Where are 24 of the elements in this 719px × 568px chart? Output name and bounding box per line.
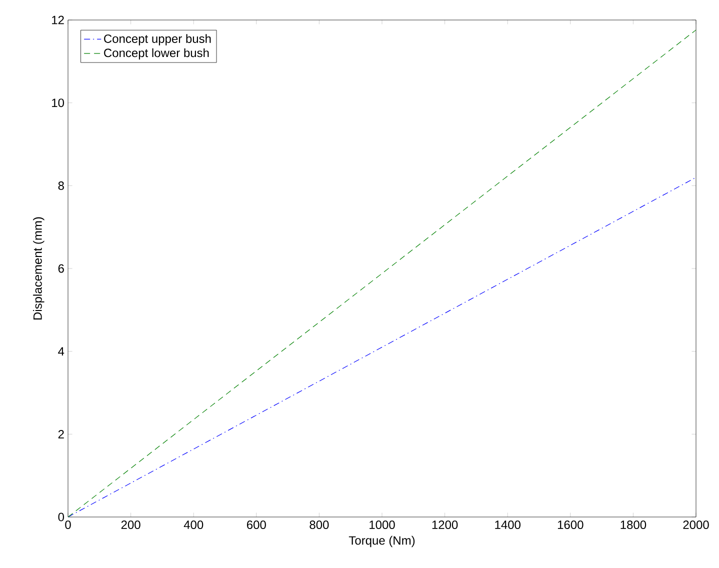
- legend-label: Concept lower bush: [104, 48, 209, 60]
- x-tick-label: 200: [121, 520, 140, 530]
- y-tick-label: 4: [58, 347, 64, 356]
- x-tick-label: 1800: [620, 520, 646, 530]
- y-tick-label: 8: [58, 181, 64, 190]
- x-axis-title: Torque (Nm): [348, 536, 415, 548]
- x-tick-label: 0: [65, 520, 71, 530]
- x-tick-label: 1000: [370, 520, 395, 530]
- y-tick-label: 2: [58, 430, 64, 438]
- y-tick-label: 10: [52, 98, 64, 108]
- y-tick-label: 12: [52, 16, 64, 24]
- y-axis-title: Displacement (mm): [33, 217, 44, 320]
- x-tick-label: 1200: [432, 520, 458, 530]
- x-tick-label: 2000: [683, 520, 709, 530]
- x-tick-label: 800: [310, 520, 329, 530]
- legend-label: Concept upper bush: [104, 34, 211, 46]
- y-tick-label: 6: [58, 264, 64, 273]
- line-series: [68, 177, 696, 517]
- x-tick-label: 1600: [558, 520, 584, 530]
- x-tick-label: 1400: [495, 520, 520, 530]
- x-tick-label: 600: [247, 520, 266, 530]
- y-tick-label: 0: [58, 512, 64, 522]
- x-tick-label: 400: [184, 520, 204, 530]
- line-series: [68, 30, 696, 517]
